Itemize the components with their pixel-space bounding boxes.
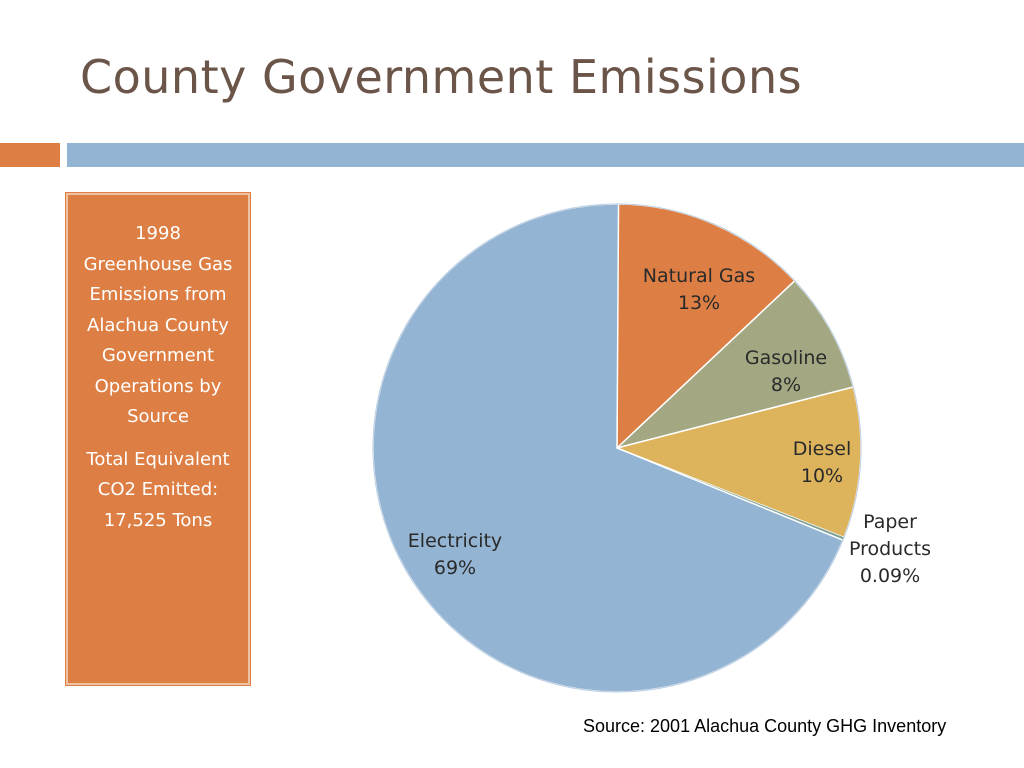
slice-value-diesel: 10% bbox=[801, 465, 843, 487]
slice-value-electricity: 69% bbox=[434, 557, 476, 579]
summary-total: Total Equivalent CO2 Emitted: 17,525 Ton… bbox=[86, 448, 230, 531]
accent-bar-blue bbox=[67, 143, 1024, 167]
slice-label-electricity: Electricity bbox=[408, 530, 502, 552]
slice-label-natural-gas: Natural Gas bbox=[643, 265, 755, 287]
slice-value-paper-products: 0.09% bbox=[860, 565, 920, 587]
slice-label-diesel: Diesel bbox=[793, 438, 851, 460]
summary-box: 1998 Greenhouse Gas Emissions from Alach… bbox=[65, 192, 251, 686]
accent-bar-orange bbox=[0, 143, 60, 167]
summary-text: 1998 Greenhouse Gas Emissions from Alach… bbox=[78, 219, 238, 548]
slice-label-gasoline: Gasoline bbox=[745, 347, 827, 369]
slice-label-paper-products: Paper bbox=[863, 511, 917, 533]
slice-value-gasoline: 8% bbox=[771, 374, 801, 396]
summary-description: 1998 Greenhouse Gas Emissions from Alach… bbox=[83, 223, 233, 427]
slice-label-paper-products: Products bbox=[849, 538, 931, 560]
slice-value-natural-gas: 13% bbox=[678, 292, 720, 314]
pie-outline bbox=[372, 203, 862, 693]
source-note: Source: 2001 Alachua County GHG Inventor… bbox=[583, 716, 947, 736]
slide-title: County Government Emissions bbox=[80, 50, 803, 104]
